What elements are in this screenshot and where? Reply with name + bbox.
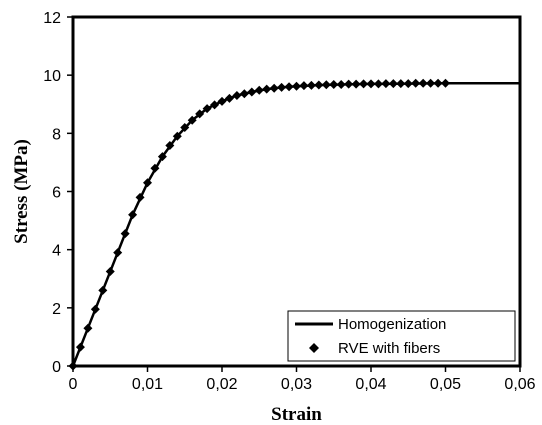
- data-point-rve-with-fibers: [284, 82, 294, 92]
- data-point-rve-with-fibers: [277, 82, 287, 92]
- data-point-rve-with-fibers: [143, 178, 152, 188]
- data-point-rve-with-fibers: [98, 285, 108, 295]
- legend-label-homogenization: Homogenization: [338, 316, 446, 333]
- data-point-rve-with-fibers: [292, 81, 301, 91]
- y-tick-label: 8: [52, 126, 61, 143]
- data-point-rve-with-fibers: [269, 83, 279, 93]
- data-point-rve-with-fibers: [426, 78, 436, 88]
- data-point-rve-with-fibers: [172, 131, 182, 141]
- x-axis-title: Strain: [271, 404, 322, 425]
- data-point-rve-with-fibers: [433, 78, 443, 88]
- legend-marker-rve-with-fibers: [309, 343, 319, 353]
- data-point-rve-with-fibers: [329, 79, 339, 89]
- data-point-rve-with-fibers: [336, 79, 346, 89]
- data-point-rve-with-fibers: [366, 79, 376, 89]
- data-point-rve-with-fibers: [418, 78, 428, 88]
- x-tick-label: 0: [69, 376, 78, 393]
- x-tick-label: 0,06: [504, 376, 535, 393]
- y-tick-label: 2: [52, 301, 61, 318]
- x-tick-label: 0,01: [132, 376, 163, 393]
- data-point-rve-with-fibers: [411, 78, 421, 88]
- y-axis-title: Stress (MPa): [11, 139, 32, 244]
- data-point-rve-with-fibers: [351, 79, 361, 89]
- x-tick-label: 0,04: [355, 376, 386, 393]
- data-point-rve-with-fibers: [299, 81, 309, 91]
- y-tick-label: 0: [52, 359, 61, 376]
- data-point-rve-with-fibers: [83, 323, 93, 333]
- data-point-rve-with-fibers: [254, 85, 264, 95]
- x-tick-label: 0,02: [206, 376, 237, 393]
- data-point-rve-with-fibers: [441, 78, 450, 88]
- x-tick-label: 0,03: [281, 376, 312, 393]
- x-tick-label: 0,05: [430, 376, 461, 393]
- series-layer: [68, 78, 520, 371]
- y-axis-ticks: 0 2 4 6 8 10 12: [43, 10, 73, 376]
- y-tick-label: 6: [52, 185, 61, 202]
- data-point-rve-with-fibers: [195, 109, 205, 119]
- data-point-rve-with-fibers: [135, 192, 145, 202]
- data-point-rve-with-fibers: [202, 104, 212, 114]
- data-point-rve-with-fibers: [396, 79, 406, 89]
- data-point-rve-with-fibers: [306, 80, 316, 90]
- data-point-rve-with-fibers: [90, 304, 100, 314]
- plot-area-frame: [71, 15, 522, 368]
- data-point-rve-with-fibers: [262, 84, 272, 94]
- data-point-rve-with-fibers: [314, 80, 324, 90]
- data-point-rve-with-fibers: [120, 229, 130, 239]
- legend: Homogenization RVE with fibers: [287, 310, 516, 362]
- data-point-rve-with-fibers: [224, 93, 234, 103]
- data-point-rve-with-fibers: [247, 87, 257, 97]
- data-point-rve-with-fibers: [232, 91, 242, 101]
- x-axis-ticks: 0 0,01 0,02 0,03 0,04 0,05 0,06: [69, 366, 536, 393]
- data-point-rve-with-fibers: [75, 342, 85, 352]
- data-point-rve-with-fibers: [381, 79, 391, 89]
- data-point-rve-with-fibers: [157, 152, 167, 162]
- legend-box: [287, 310, 516, 362]
- data-point-rve-with-fibers: [217, 96, 227, 106]
- legend-label-rve-with-fibers: RVE with fibers: [338, 340, 440, 357]
- data-point-rve-with-fibers: [239, 89, 249, 99]
- data-point-rve-with-fibers: [321, 80, 331, 90]
- y-tick-label: 10: [43, 68, 61, 85]
- data-point-rve-with-fibers: [128, 210, 138, 220]
- data-point-rve-with-fibers: [373, 79, 383, 89]
- data-point-rve-with-fibers: [359, 79, 369, 89]
- data-point-rve-with-fibers: [113, 248, 123, 258]
- y-tick-label: 4: [52, 243, 61, 260]
- data-point-rve-with-fibers: [210, 100, 220, 110]
- data-point-rve-with-fibers: [388, 79, 398, 89]
- data-point-rve-with-fibers: [403, 79, 413, 89]
- data-point-rve-with-fibers: [165, 141, 175, 151]
- data-point-rve-with-fibers: [105, 266, 115, 276]
- data-point-rve-with-fibers: [150, 163, 160, 173]
- data-point-rve-with-fibers: [344, 79, 354, 89]
- data-point-rve-with-fibers: [187, 115, 197, 125]
- data-point-rve-with-fibers: [180, 123, 190, 133]
- y-tick-label: 12: [43, 10, 61, 27]
